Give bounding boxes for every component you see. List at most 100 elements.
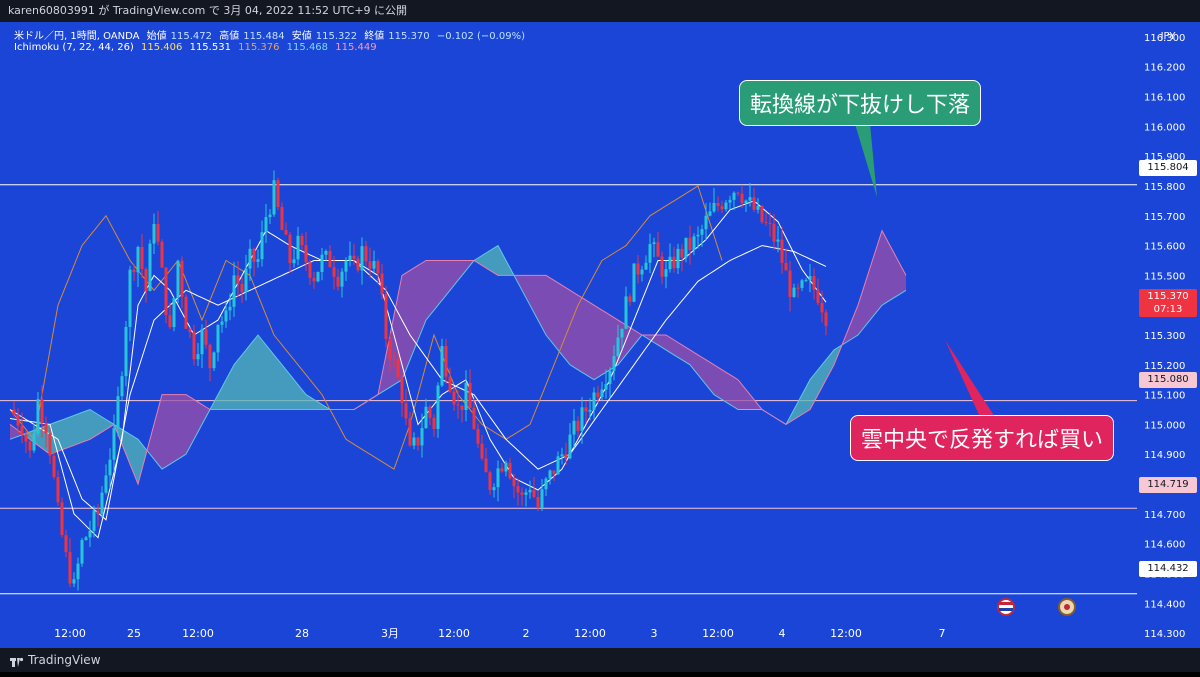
candle[interactable]	[660, 251, 664, 285]
candle[interactable]	[20, 412, 24, 444]
candle[interactable]	[288, 231, 292, 273]
us-flag-icon[interactable]	[997, 598, 1015, 616]
candle[interactable]	[24, 430, 28, 454]
candle[interactable]	[156, 211, 160, 246]
candle[interactable]	[372, 250, 376, 273]
candle[interactable]	[584, 401, 588, 424]
candle[interactable]	[588, 398, 592, 421]
candle[interactable]	[560, 447, 564, 465]
candle[interactable]	[36, 391, 40, 437]
candle[interactable]	[572, 408, 576, 449]
candle[interactable]	[724, 200, 728, 212]
candle[interactable]	[704, 203, 708, 241]
candle[interactable]	[108, 448, 112, 489]
candle[interactable]	[276, 177, 280, 211]
candle[interactable]	[808, 264, 812, 293]
candle[interactable]	[228, 293, 232, 321]
candle[interactable]	[720, 200, 724, 213]
candle[interactable]	[136, 245, 140, 287]
candle[interactable]	[128, 265, 132, 342]
candle[interactable]	[12, 401, 16, 417]
candle[interactable]	[552, 470, 556, 482]
candle[interactable]	[492, 483, 496, 498]
candle[interactable]	[48, 427, 52, 464]
candle[interactable]	[484, 447, 488, 473]
candle[interactable]	[420, 413, 424, 458]
candle[interactable]	[820, 290, 824, 323]
candle[interactable]	[636, 255, 640, 284]
candle[interactable]	[556, 451, 560, 475]
tradingview-logo-icon[interactable]	[10, 653, 24, 667]
candle[interactable]	[32, 423, 36, 453]
candle[interactable]	[496, 460, 500, 502]
candle[interactable]	[756, 198, 760, 214]
candle[interactable]	[676, 243, 680, 275]
candle[interactable]	[680, 244, 684, 272]
candle[interactable]	[672, 246, 676, 273]
candle[interactable]	[772, 213, 776, 251]
candle[interactable]	[632, 263, 636, 303]
candle[interactable]	[732, 191, 736, 211]
candle[interactable]	[476, 423, 480, 449]
candle[interactable]	[344, 257, 348, 281]
candle[interactable]	[408, 411, 412, 447]
candle[interactable]	[116, 386, 120, 437]
candle[interactable]	[348, 241, 352, 267]
candle[interactable]	[184, 294, 188, 329]
candle[interactable]	[244, 254, 248, 301]
candle[interactable]	[52, 451, 56, 480]
candle[interactable]	[384, 285, 388, 348]
candle[interactable]	[180, 256, 184, 309]
candle[interactable]	[600, 381, 604, 401]
candle[interactable]	[336, 268, 340, 291]
candle[interactable]	[320, 247, 324, 281]
candle[interactable]	[216, 324, 220, 362]
candle[interactable]	[712, 188, 716, 214]
candle[interactable]	[812, 268, 816, 300]
candle[interactable]	[220, 315, 224, 333]
candle[interactable]	[444, 338, 448, 384]
candle[interactable]	[104, 464, 108, 495]
candle[interactable]	[488, 470, 492, 495]
candle[interactable]	[416, 436, 420, 451]
candle[interactable]	[760, 204, 764, 224]
candle[interactable]	[164, 267, 168, 324]
candle[interactable]	[68, 538, 72, 588]
candle[interactable]	[792, 283, 796, 298]
candle[interactable]	[40, 385, 44, 438]
candle[interactable]	[440, 338, 444, 387]
candle[interactable]	[44, 416, 48, 448]
candle[interactable]	[788, 260, 792, 312]
candle[interactable]	[716, 196, 720, 212]
footer-brand[interactable]: TradingView	[28, 653, 101, 667]
candle[interactable]	[612, 345, 616, 381]
candle[interactable]	[240, 276, 244, 303]
candle[interactable]	[160, 239, 164, 269]
candle[interactable]	[428, 404, 432, 426]
candle[interactable]	[396, 353, 400, 379]
candle[interactable]	[340, 268, 344, 298]
candle[interactable]	[468, 369, 472, 409]
candle[interactable]	[764, 212, 768, 226]
candle[interactable]	[248, 239, 252, 281]
candle[interactable]	[768, 212, 772, 237]
candle[interactable]	[272, 170, 276, 217]
candle[interactable]	[604, 369, 608, 399]
candle[interactable]	[16, 408, 20, 434]
candle[interactable]	[100, 486, 104, 518]
candle[interactable]	[412, 432, 416, 450]
candle[interactable]	[796, 283, 800, 298]
candle[interactable]	[84, 536, 88, 541]
candle[interactable]	[232, 261, 236, 317]
candle[interactable]	[424, 398, 428, 429]
candle[interactable]	[364, 240, 368, 267]
candle[interactable]	[80, 537, 84, 567]
candle[interactable]	[684, 237, 688, 263]
candle[interactable]	[176, 259, 180, 304]
candle[interactable]	[608, 367, 612, 399]
candle[interactable]	[432, 414, 436, 437]
candle[interactable]	[816, 278, 820, 306]
candle[interactable]	[268, 209, 272, 225]
candle[interactable]	[132, 264, 136, 281]
candle[interactable]	[456, 390, 460, 419]
